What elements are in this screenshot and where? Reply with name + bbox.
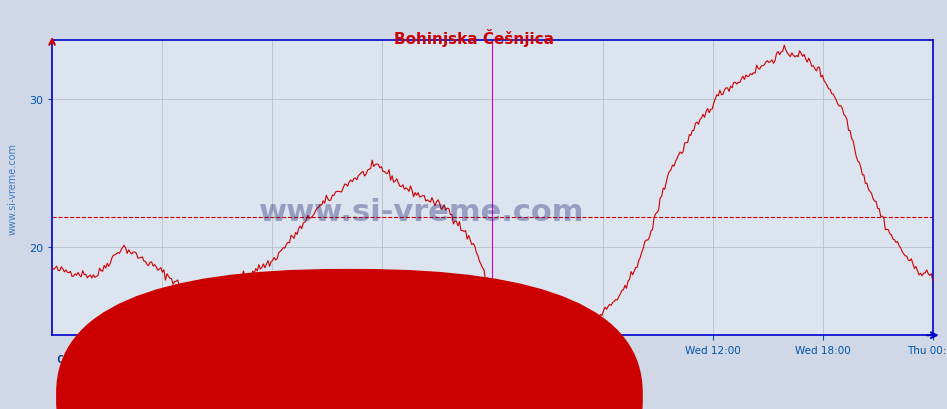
Text: now:   minimum:   average:   maximum:    Bohinjska Češnjica: now: minimum: average: maximum: Bohinjsk… <box>57 371 456 382</box>
Text: Bohinjska Češnjica: Bohinjska Češnjica <box>394 29 553 47</box>
Text: air temp.[F]: air temp.[F] <box>362 388 443 398</box>
Text: 19           16              22             32: 19 16 22 32 <box>57 389 408 399</box>
Text: www.si-vreme.com: www.si-vreme.com <box>259 197 584 226</box>
Text: www.si-vreme.com: www.si-vreme.com <box>8 142 17 234</box>
Text: CURRENT AND HISTORICAL DATA: CURRENT AND HISTORICAL DATA <box>57 354 239 364</box>
